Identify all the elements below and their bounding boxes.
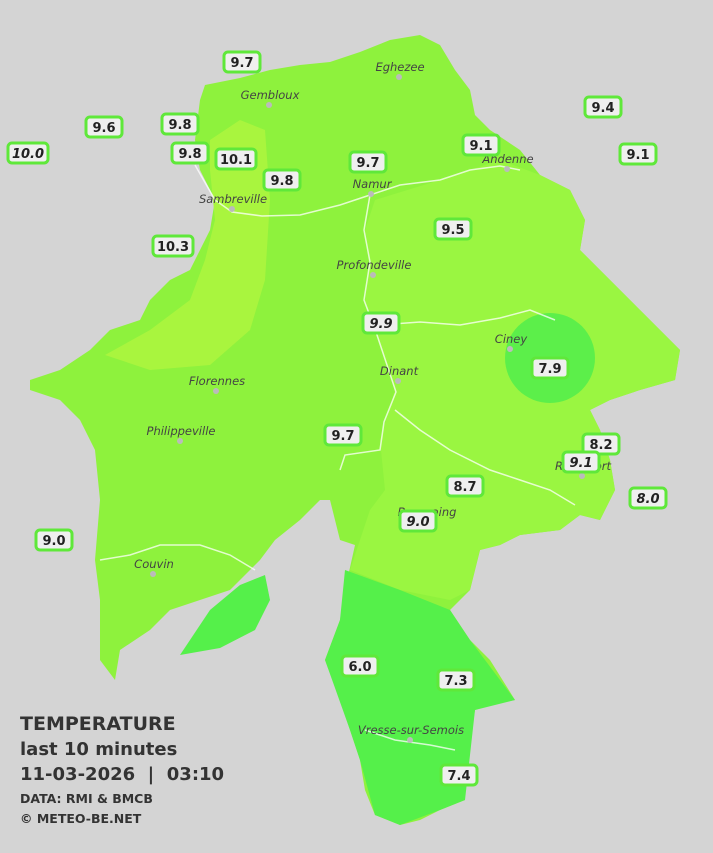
station-value: 9.0	[406, 515, 429, 530]
station-box	[6, 141, 50, 165]
station-box	[160, 112, 200, 136]
city-label: Eghezee	[375, 60, 424, 74]
river	[364, 729, 456, 751]
station-value: 9.7	[230, 56, 253, 71]
station-box	[445, 474, 485, 498]
city-dot	[395, 378, 401, 384]
city-label: Sambreville	[199, 192, 267, 206]
city-label: Philippeville	[147, 424, 216, 438]
station-box	[581, 432, 621, 456]
station-value: 9.0	[42, 534, 65, 549]
station-value: 9.8	[168, 118, 191, 133]
city-dot	[229, 206, 235, 212]
station-box	[433, 217, 473, 241]
station-value: 9.8	[178, 147, 201, 162]
stations: 9.7 9.6 9.8 10.0 9.8 10.1 9.8 9.7 9.1 9.4 9.1 10.3 9…	[6, 50, 668, 787]
station-box	[214, 147, 258, 171]
rivers	[99, 164, 576, 751]
station-box	[151, 234, 195, 258]
station-value: 8.7	[453, 480, 476, 495]
station-value: 10.1	[220, 153, 252, 168]
station-box	[628, 486, 668, 510]
legend-source: DATA: RMI & BMCB	[20, 791, 153, 806]
station-box	[84, 115, 124, 139]
station-value: 8.0	[636, 492, 659, 507]
station-value: 8.2	[589, 438, 612, 453]
city-dot	[407, 737, 413, 743]
legend-copyright: © METEO-BE.NET	[20, 811, 142, 826]
station-value: 10.0	[12, 147, 44, 162]
station-box	[323, 423, 363, 447]
city-dot	[504, 166, 510, 172]
station-value: 9.4	[591, 101, 614, 116]
station-value: 9.7	[356, 156, 379, 171]
station-value: 9.9	[369, 317, 392, 332]
legend-subtitle: last 10 minutes	[20, 739, 177, 760]
station-box	[530, 356, 570, 380]
cool-zone	[180, 575, 270, 655]
station-value: 6.0	[348, 660, 371, 675]
station-value: 9.7	[331, 429, 354, 444]
city-label: Couvin	[134, 557, 174, 571]
city-label: Gembloux	[241, 88, 300, 102]
station-value: 9.1	[469, 139, 492, 154]
station-box	[222, 50, 262, 74]
city-dot	[213, 388, 219, 394]
city-label: Dinant	[380, 364, 419, 378]
city-dot	[266, 102, 272, 108]
station-box	[461, 133, 501, 157]
station-box	[361, 311, 401, 335]
city-dot	[368, 191, 374, 197]
station-box	[398, 509, 438, 533]
warm-zone	[105, 120, 270, 370]
station-value: 7.4	[447, 769, 470, 784]
station-box	[348, 150, 388, 174]
river	[339, 194, 397, 471]
station-box	[439, 763, 479, 787]
station-box	[436, 668, 476, 692]
legend-title: TEMPERATURE	[20, 713, 176, 735]
station-box	[583, 95, 623, 119]
city-dot	[177, 438, 183, 444]
station-value: 9.8	[270, 174, 293, 189]
station-value: 7.3	[444, 674, 467, 689]
station-box	[618, 142, 658, 166]
city-dot	[579, 473, 585, 479]
station-box	[170, 141, 210, 165]
city-label: Florennes	[189, 374, 245, 388]
city-dot	[370, 272, 376, 278]
cool-zone	[325, 570, 515, 825]
city-dot	[150, 571, 156, 577]
river	[194, 164, 521, 217]
station-box	[34, 528, 74, 552]
river	[394, 409, 576, 506]
city-dot	[507, 346, 513, 352]
station-value: 9.6	[92, 121, 115, 136]
station-box	[262, 168, 302, 192]
station-box	[340, 654, 380, 678]
station-value: 9.5	[441, 223, 464, 238]
station-box	[561, 450, 601, 474]
station-value: 9.1	[626, 148, 649, 163]
city-label: Namur	[353, 177, 393, 191]
city-dot	[396, 74, 402, 80]
river	[99, 544, 256, 571]
station-value: 10.3	[157, 240, 189, 255]
river	[379, 309, 556, 326]
city-label: Vresse-sur-Semois	[358, 723, 464, 737]
legend-datetime: 11-03-2026 | 03:10	[20, 764, 224, 785]
cities: EghezeeGemblouxAndenneNamurSambrevillePr…	[134, 60, 612, 743]
station-value: 7.9	[538, 362, 561, 377]
station-value: 9.1	[569, 456, 592, 471]
city-label: Profondeville	[337, 258, 412, 272]
city-label: Ciney	[495, 332, 528, 346]
